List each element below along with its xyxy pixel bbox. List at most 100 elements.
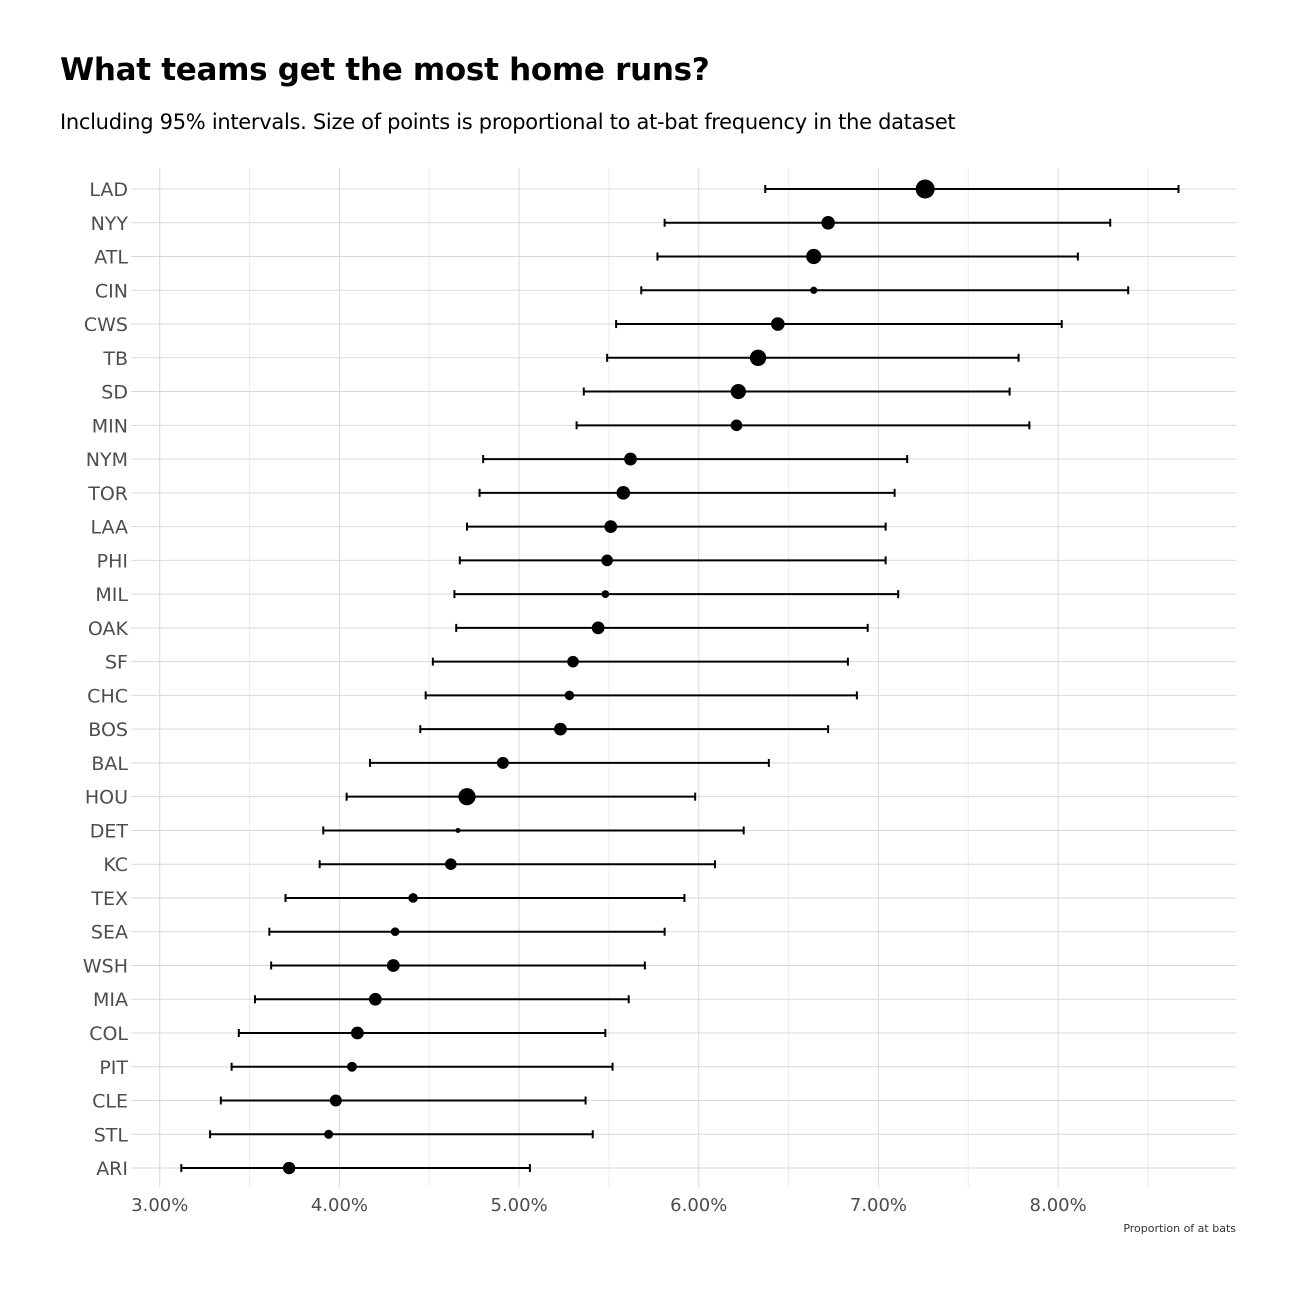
point-pit	[347, 1061, 357, 1072]
y-tick-label: MIL	[95, 584, 128, 606]
y-tick-label: ATL	[94, 247, 128, 269]
point-phi	[601, 554, 613, 567]
interval-atl	[656, 252, 1079, 261]
y-tick-label: HOU	[85, 787, 128, 809]
y-tick-label: SD	[101, 382, 128, 404]
interval-sea	[268, 927, 666, 936]
y-tick-label: COL	[89, 1023, 128, 1045]
point-stl	[324, 1129, 334, 1139]
interval-cin	[640, 286, 1130, 295]
y-tick-label: CWS	[84, 314, 128, 336]
interval-tb	[606, 353, 1020, 362]
point-nyy	[821, 215, 835, 230]
y-tick-label: BOS	[88, 719, 128, 741]
point-cws	[771, 317, 785, 331]
x-axis-label: Proportion of at bats	[1123, 1222, 1236, 1235]
y-tick-label: LAD	[89, 179, 128, 201]
point-mil	[601, 590, 610, 599]
point-min	[730, 419, 743, 432]
point-sd	[730, 383, 746, 400]
interval-cws	[615, 320, 1063, 329]
interval-tor	[478, 488, 896, 497]
interval-layer	[180, 185, 1180, 1173]
y-tick-label: WSH	[83, 955, 128, 977]
y-tick-label: MIA	[93, 989, 128, 1011]
y-tick-label: PHI	[97, 550, 128, 572]
x-tick-label: 3.00%	[131, 1195, 188, 1216]
interval-phi	[458, 556, 887, 565]
point-layer	[282, 179, 935, 1175]
y-tick-label: OAK	[88, 618, 129, 640]
interval-chc	[424, 691, 858, 700]
point-sf	[567, 655, 579, 668]
y-tick-label: SEA	[91, 922, 128, 944]
interval-col	[237, 1029, 607, 1037]
chart-subtitle: Including 95% intervals. Size of points …	[60, 110, 956, 134]
interval-oak	[455, 623, 869, 632]
point-cin	[810, 286, 818, 294]
interval-sd	[582, 387, 1011, 396]
y-tick-label: KC	[103, 854, 128, 876]
point-det	[455, 827, 461, 833]
y-tick-label: TB	[102, 348, 128, 370]
interval-mil	[453, 590, 900, 599]
point-mia	[368, 992, 382, 1006]
interval-sf	[431, 657, 849, 666]
interval-min	[575, 421, 1031, 430]
grid-lines	[131, 168, 1236, 1187]
y-tick-label: ARI	[96, 1158, 128, 1180]
point-bos	[554, 722, 567, 736]
point-ari	[282, 1161, 296, 1175]
interval-ari	[180, 1164, 531, 1173]
point-sea	[390, 927, 400, 937]
interval-det	[322, 826, 745, 835]
y-axis: LAD NYY ATL CIN CWS TB SD MIN NYM TOR LAA PHI MIL OAK…	[83, 179, 129, 1180]
y-tick-label: CHC	[87, 685, 128, 707]
y-tick-label: NYY	[91, 213, 129, 235]
x-tick-label: 5.00%	[491, 1195, 548, 1216]
y-tick-label: CLE	[92, 1091, 128, 1113]
point-kc	[445, 858, 457, 870]
x-tick-label: 8.00%	[1030, 1195, 1087, 1216]
point-atl	[806, 248, 822, 265]
interval-laa	[465, 522, 887, 531]
y-tick-label: BAL	[91, 753, 128, 775]
interval-wsh	[270, 961, 646, 970]
interval-bos	[419, 725, 830, 734]
interval-pit	[230, 1062, 614, 1071]
point-laa	[604, 520, 618, 533]
y-tick-label: DET	[90, 820, 129, 842]
point-bal	[496, 756, 509, 769]
point-oak	[591, 621, 605, 635]
chart-title: What teams get the most home runs?	[60, 52, 710, 88]
point-tb	[749, 349, 767, 366]
interval-mia	[253, 995, 630, 1004]
point-lad	[915, 179, 935, 199]
interval-cle	[219, 1096, 587, 1105]
y-tick-label: PIT	[99, 1057, 128, 1079]
interval-nym	[482, 455, 909, 464]
point-tor	[616, 486, 631, 500]
y-tick-label: CIN	[95, 280, 128, 302]
point-wsh	[386, 959, 400, 972]
point-chc	[564, 690, 575, 701]
interval-nyy	[663, 218, 1112, 227]
point-col	[350, 1026, 364, 1040]
x-tick-label: 4.00%	[311, 1195, 368, 1216]
x-tick-label: 7.00%	[850, 1195, 907, 1216]
y-tick-label: STL	[94, 1124, 129, 1146]
interval-bal	[368, 758, 770, 767]
interval-kc	[318, 860, 716, 869]
y-tick-label: TOR	[87, 483, 128, 505]
interval-stl	[209, 1130, 594, 1139]
point-hou	[458, 788, 476, 806]
y-tick-label: LAA	[90, 517, 128, 539]
interval-lad	[764, 185, 1180, 193]
y-tick-label: SF	[105, 652, 128, 674]
y-tick-label: TEX	[90, 888, 128, 910]
point-cle	[329, 1094, 342, 1107]
point-nym	[624, 452, 637, 466]
interval-tex	[284, 893, 686, 902]
interval-hou	[345, 792, 697, 801]
